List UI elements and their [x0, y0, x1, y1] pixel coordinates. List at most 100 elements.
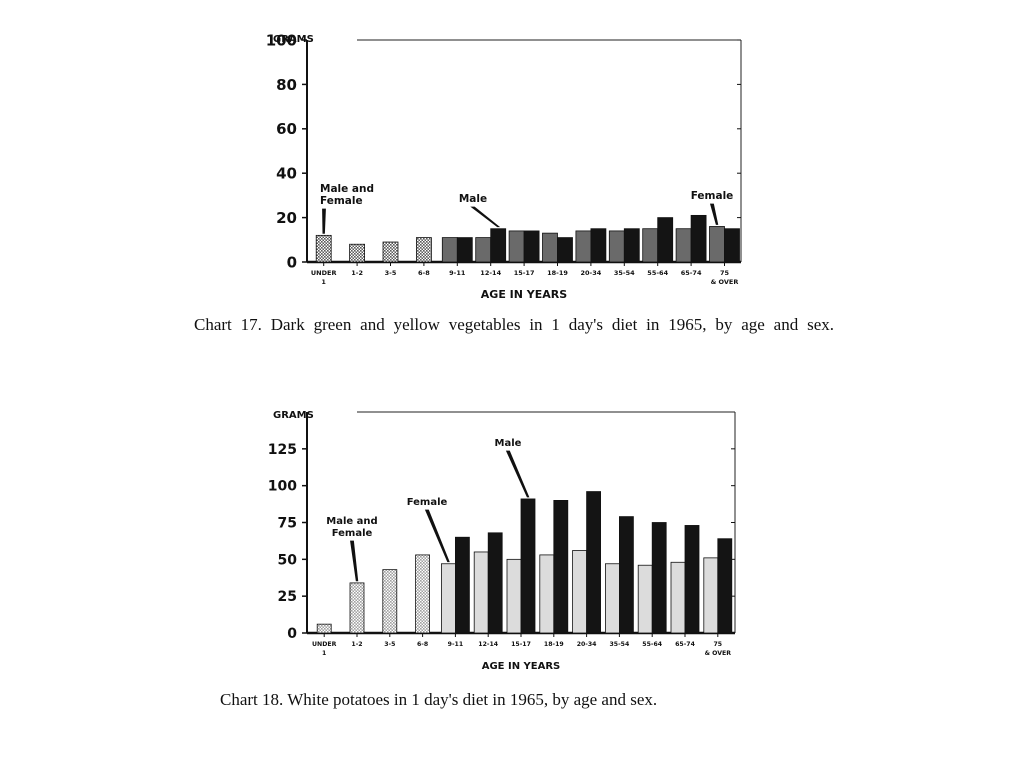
bar-female-4: [440, 563, 456, 634]
annotation-pointer: [505, 450, 530, 498]
bar-male-7: [553, 500, 569, 634]
annotation-pointer: [322, 208, 326, 234]
bar-male-12: [717, 538, 733, 634]
annotation-pointer: [709, 203, 719, 225]
x-tick-label: 1: [321, 278, 326, 286]
bar-female-9: [608, 230, 625, 263]
bar-female-5: [475, 237, 492, 263]
bar-combined-0: [316, 623, 332, 634]
annotation-label: Female: [407, 497, 448, 508]
bar-male-10: [657, 217, 674, 263]
x-tick-label: 20-34: [581, 269, 602, 277]
x-tick-label: 9-11: [448, 641, 463, 648]
y-tick-label: 75: [278, 516, 297, 532]
bar-male-9: [619, 516, 634, 634]
bar-male-9: [623, 228, 640, 263]
bar-male-6: [520, 498, 536, 634]
x-tick-label: 35-54: [614, 269, 635, 277]
bar-female-7: [539, 554, 555, 634]
bar-male-6: [523, 230, 540, 263]
annotation-label: Female: [691, 190, 734, 202]
y-tick-label: 20: [276, 209, 297, 227]
x-tick-label: 15-17: [511, 641, 531, 648]
annotation-pointer: [424, 509, 450, 563]
bar-male-5: [487, 532, 503, 634]
x-tick-label: 18-19: [544, 641, 564, 648]
bar-combined-3: [415, 554, 431, 634]
chart-17-caption: Chart 17. Dark green and yellow vegetabl…: [194, 315, 834, 334]
chart-18: GRAMS 0 25 50 75 100 125 UNDER 1 1-2 3-5 6-8 9-11 12-…: [268, 410, 736, 672]
y-tick-label: 100: [266, 31, 297, 49]
bar-male-5: [490, 228, 507, 263]
bar-female-8: [572, 550, 587, 634]
x-axis-title: AGE IN YEARS: [482, 661, 561, 672]
x-tick-label: & OVER: [711, 278, 739, 286]
x-tick-label: 75: [720, 269, 730, 277]
bar-female-12: [703, 557, 719, 634]
bar-male-4: [454, 536, 470, 634]
bar-female-11: [675, 228, 692, 263]
y-axis-title: GRAMS: [273, 34, 314, 45]
bar-female-12: [709, 226, 725, 263]
x-tick-label: 18-19: [547, 269, 568, 277]
x-tick-label: 35-54: [610, 641, 630, 648]
bar-female-6: [506, 558, 522, 634]
y-tick-label: 80: [276, 76, 297, 94]
bar-male-11: [684, 525, 700, 634]
x-tick-label: 55-64: [642, 641, 662, 648]
x-tick-label: 1-2: [351, 269, 363, 277]
bar-male-8: [590, 228, 607, 263]
x-tick-label: 55-64: [647, 269, 668, 277]
y-axis-title: GRAMS: [273, 410, 314, 421]
annotation-label: Male and: [326, 516, 377, 527]
annotation: Male: [495, 438, 530, 498]
annotation: Female: [407, 497, 450, 563]
y-tick-label: 25: [278, 589, 297, 605]
bar-female-8: [575, 230, 592, 263]
bar-combined-0: [315, 234, 332, 263]
annotation-pointer: [470, 206, 501, 228]
y-tick-label: 60: [276, 120, 297, 138]
x-tick-label: 12-14: [480, 269, 501, 277]
x-tick-label: & OVER: [705, 650, 732, 657]
annotation-label: Male: [495, 438, 522, 449]
annotation-label: Female: [332, 528, 373, 539]
x-tick-label: 1: [322, 650, 326, 657]
x-tick-label: 6-8: [418, 269, 430, 277]
x-tick-label: 1-2: [351, 641, 362, 648]
y-tick-label: 0: [287, 253, 297, 271]
chart-18-caption: Chart 18. White potatoes in 1 day's diet…: [220, 690, 658, 709]
bar-female-6: [508, 230, 525, 263]
y-tick-label: 125: [268, 442, 297, 458]
x-tick-label: 15-17: [514, 269, 535, 277]
annotation-label: Female: [320, 195, 363, 207]
y-tick-label: 40: [276, 165, 297, 183]
annotation-label: Male and: [320, 183, 374, 195]
bar-female-9: [605, 563, 620, 634]
x-tick-label: 12-14: [478, 641, 498, 648]
annotation-pointer: [350, 540, 359, 582]
bar-male-7: [557, 237, 573, 263]
bar-combined-3: [415, 237, 432, 263]
bar-male-4: [456, 237, 473, 263]
bar-male-12: [724, 228, 740, 263]
bar-female-4: [441, 237, 458, 263]
x-tick-label: UNDER: [312, 641, 337, 648]
bar-female-10: [642, 228, 659, 263]
y-tick-label: 0: [287, 626, 297, 642]
x-axis-title: AGE IN YEARS: [481, 288, 567, 301]
y-tick-label: 50: [278, 552, 298, 568]
bar-combined-2: [382, 241, 399, 263]
x-tick-label: 20-34: [577, 641, 597, 648]
x-tick-label: 65-74: [681, 269, 702, 277]
annotation: Female: [691, 190, 734, 225]
x-tick-label: 3-5: [385, 269, 397, 277]
x-tick-label: 65-74: [675, 641, 695, 648]
bar-female-11: [670, 561, 686, 634]
x-tick-label: UNDER: [311, 269, 337, 277]
bar-male-8: [586, 491, 601, 634]
bar-combined-1: [349, 582, 365, 634]
